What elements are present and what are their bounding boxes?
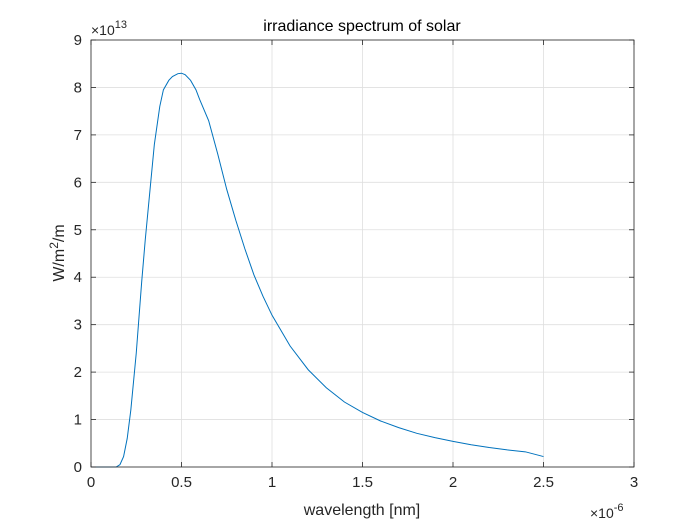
x-axis-label: wavelength [nm] — [303, 502, 421, 519]
x-tick-label: 0.5 — [171, 474, 192, 491]
x-tick-label: 1.5 — [352, 474, 373, 491]
y-scale-note: ×1013 — [91, 19, 127, 38]
y-tick-label: 3 — [74, 317, 82, 334]
x-tick-label: 1 — [268, 474, 276, 491]
y-tick-label: 5 — [74, 222, 82, 239]
x-tick-label: 3 — [630, 474, 638, 491]
y-tick-label: 1 — [74, 412, 82, 429]
y-scale-mult: ×10 — [91, 22, 115, 38]
tick-labels: 0 0.5 1 1.5 2 2.5 3 0 1 2 3 4 5 6 7 8 9 — [74, 32, 639, 491]
y-tick-label: 0 — [74, 459, 82, 476]
y-axis-label-base: W/m — [51, 249, 68, 282]
irradiance-line — [91, 72, 544, 468]
y-axis-label-tail: /m — [51, 224, 68, 242]
y-tick-label: 9 — [74, 32, 82, 49]
y-axis-label-sup: 2 — [47, 242, 61, 249]
y-tick-label: 2 — [74, 364, 82, 381]
x-tick-label: 0 — [87, 474, 95, 491]
x-scale-mult: ×10 — [590, 505, 614, 521]
y-tick-label: 6 — [74, 174, 82, 191]
y-scale-exp: 13 — [115, 19, 127, 31]
ticks — [90, 39, 635, 468]
x-tick-label: 2.5 — [533, 474, 554, 491]
y-tick-label: 7 — [74, 127, 82, 144]
x-tick-label: 2 — [449, 474, 457, 491]
y-tick-label: 8 — [74, 79, 82, 96]
y-tick-label: 4 — [74, 269, 82, 286]
x-scale-exp: -6 — [614, 502, 624, 514]
chart-title: irradiance spectrum of solar — [263, 18, 461, 35]
x-scale-note: ×10-6 — [590, 502, 624, 521]
y-axis-label: W/m2/m — [47, 224, 68, 281]
